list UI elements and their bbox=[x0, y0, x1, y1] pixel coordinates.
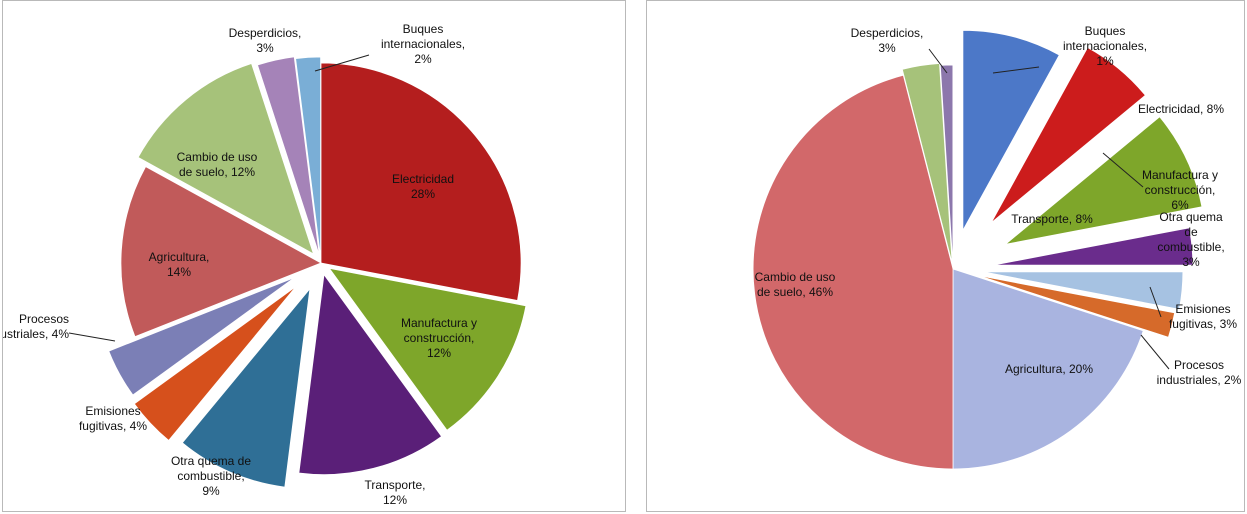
slice-label-2-4: Otra quema de combustible, 3% bbox=[1157, 210, 1224, 269]
pie-slice-2-4 bbox=[992, 227, 1194, 266]
leader-line bbox=[1149, 286, 1162, 318]
pie-slice-2-5 bbox=[982, 271, 1184, 310]
leader-line bbox=[992, 66, 1040, 74]
slice-label-2-5: Emisiones fugitivas, 3% bbox=[1169, 302, 1237, 331]
leader-line bbox=[1140, 334, 1170, 370]
slice-label-2-10: Buques internacionales, 1% bbox=[1063, 24, 1147, 68]
slice-label-2-7: Agricultura, 20% bbox=[1005, 362, 1093, 376]
pie-slice-2-7 bbox=[952, 268, 1144, 470]
slice-label-1-9: Desperdicios, 3% bbox=[229, 26, 302, 55]
pie-slice-2-2 bbox=[990, 46, 1146, 224]
leader-line bbox=[314, 54, 370, 72]
pie-slice-2-8 bbox=[752, 74, 954, 470]
slice-label-1-3: Transporte, 12% bbox=[365, 478, 426, 507]
pie-slice-1-7 bbox=[120, 166, 322, 338]
pie-slice-1-9 bbox=[256, 56, 320, 256]
slice-label-1-1: Electricidad 28% bbox=[392, 172, 454, 201]
slice-label-1-7: Agricultura, 14% bbox=[149, 250, 210, 279]
pie-slice-2-10 bbox=[939, 64, 954, 266]
pie-slice-1-8 bbox=[137, 62, 315, 255]
slice-label-1-4: Otra quema de combustible, 9% bbox=[171, 454, 251, 498]
slice-label-2-6: Procesos industriales, 2% bbox=[1157, 358, 1242, 387]
leader-line bbox=[928, 48, 948, 74]
slice-label-2-2: Manufactura y construcción, 6% bbox=[1142, 168, 1218, 212]
leader-line bbox=[1102, 152, 1144, 188]
slice-label-1-10: Buques internacionales, 2% bbox=[381, 22, 465, 66]
pie-slice-1-3 bbox=[298, 273, 443, 475]
pie-slice-2-6 bbox=[978, 275, 1176, 338]
pie-slice-1-6 bbox=[108, 277, 295, 396]
slice-label-2-1: Electricidad, 8% bbox=[1138, 102, 1224, 116]
right-pie-chart: Electricidad, 8% Manufactura y construcció… bbox=[752, 24, 1242, 470]
slice-label-2-9: Desperdicios, 3% bbox=[851, 26, 924, 55]
slice-label-2-3: Transporte, 8% bbox=[1011, 212, 1093, 226]
left-pie-chart: Electricidad 28% Manufactura y construcción… bbox=[3, 22, 527, 507]
slice-label-1-2: Manufactura y construcción, 12% bbox=[401, 316, 477, 360]
leader-line bbox=[68, 332, 116, 342]
slice-label-2-8: Cambio de uso de suelo, 46% bbox=[755, 270, 836, 299]
pie-slice-1-5 bbox=[133, 285, 297, 441]
left-pie-panel: Electricidad 28% Manufactura y construcción… bbox=[2, 0, 626, 512]
pie-slice-1-2 bbox=[328, 267, 527, 431]
pie-slice-2-1 bbox=[962, 29, 1060, 231]
pie-slice-1-1 bbox=[320, 62, 522, 301]
right-pie-panel: Electricidad, 8% Manufactura y construcció… bbox=[646, 0, 1245, 512]
slice-label-1-5: Emisiones fugitivas, 4% bbox=[79, 404, 147, 433]
pie-slice-2-3 bbox=[1005, 116, 1203, 245]
pie-slice-1-4 bbox=[181, 287, 311, 488]
slice-label-1-8: Cambio de uso de suelo, 12% bbox=[177, 150, 258, 179]
pie-slice-1-10 bbox=[295, 56, 321, 258]
